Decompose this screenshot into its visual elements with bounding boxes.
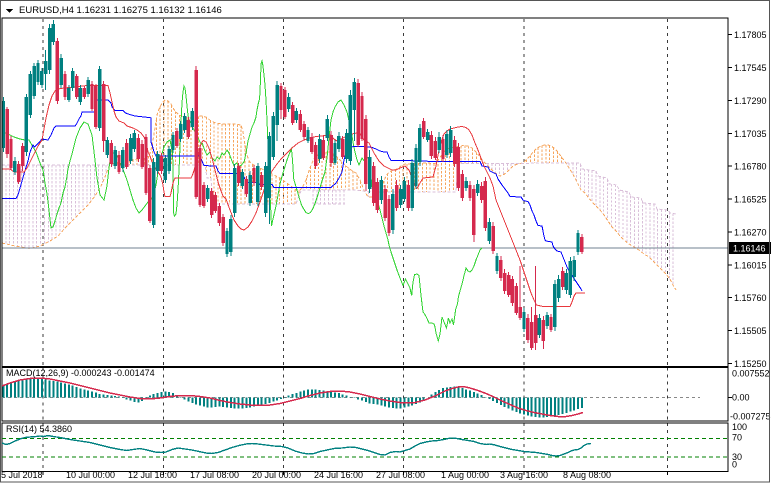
svg-text:1.15250: 1.15250: [734, 359, 767, 369]
svg-text:10 Jul 00:00: 10 Jul 00:00: [66, 470, 115, 480]
svg-text:0: 0: [732, 460, 737, 470]
svg-text:70: 70: [732, 433, 742, 443]
svg-text:1.16270: 1.16270: [734, 227, 767, 237]
svg-text:17 Jul 08:00: 17 Jul 08:00: [190, 470, 239, 480]
svg-text:30: 30: [732, 452, 742, 462]
svg-text:1 Aug 00:00: 1 Aug 00:00: [441, 470, 489, 480]
svg-text:1.17290: 1.17290: [734, 96, 767, 106]
svg-text:20 Jul 00:00: 20 Jul 00:00: [252, 470, 301, 480]
svg-text:12 Jul 16:00: 12 Jul 16:00: [128, 470, 177, 480]
svg-text:100: 100: [732, 422, 747, 432]
svg-text:24 Jul 16:00: 24 Jul 16:00: [314, 470, 363, 480]
svg-text:1.16525: 1.16525: [734, 195, 767, 205]
svg-text:MACD(12,26,9) -0.000243 -0.001: MACD(12,26,9) -0.000243 -0.001474: [6, 368, 155, 378]
svg-text:1.16146: 1.16146: [733, 244, 766, 254]
svg-text:27 Jul 08:00: 27 Jul 08:00: [376, 470, 425, 480]
svg-text:1.15505: 1.15505: [734, 326, 767, 336]
svg-text:1.17805: 1.17805: [734, 30, 767, 40]
svg-text:8 Aug 08:00: 8 Aug 08:00: [563, 470, 611, 480]
svg-text:-0.007275: -0.007275: [730, 412, 771, 422]
svg-text:1.17545: 1.17545: [734, 63, 767, 73]
svg-text:1.16780: 1.16780: [734, 162, 767, 172]
svg-text:0.00: 0.00: [732, 393, 750, 403]
svg-text:1.15760: 1.15760: [734, 293, 767, 303]
svg-text:0.007552: 0.007552: [732, 369, 770, 379]
svg-text:5 Jul 2018: 5 Jul 2018: [1, 470, 43, 480]
svg-text:1.16015: 1.16015: [734, 260, 767, 270]
svg-text:EURUSD,H4 1.16231 1.16275 1.1: EURUSD,H4 1.16231 1.16275 1.16132 1.1614…: [19, 5, 222, 16]
svg-text:RSI(14) 54.3860: RSI(14) 54.3860: [6, 424, 72, 434]
svg-text:1.17035: 1.17035: [734, 129, 767, 139]
